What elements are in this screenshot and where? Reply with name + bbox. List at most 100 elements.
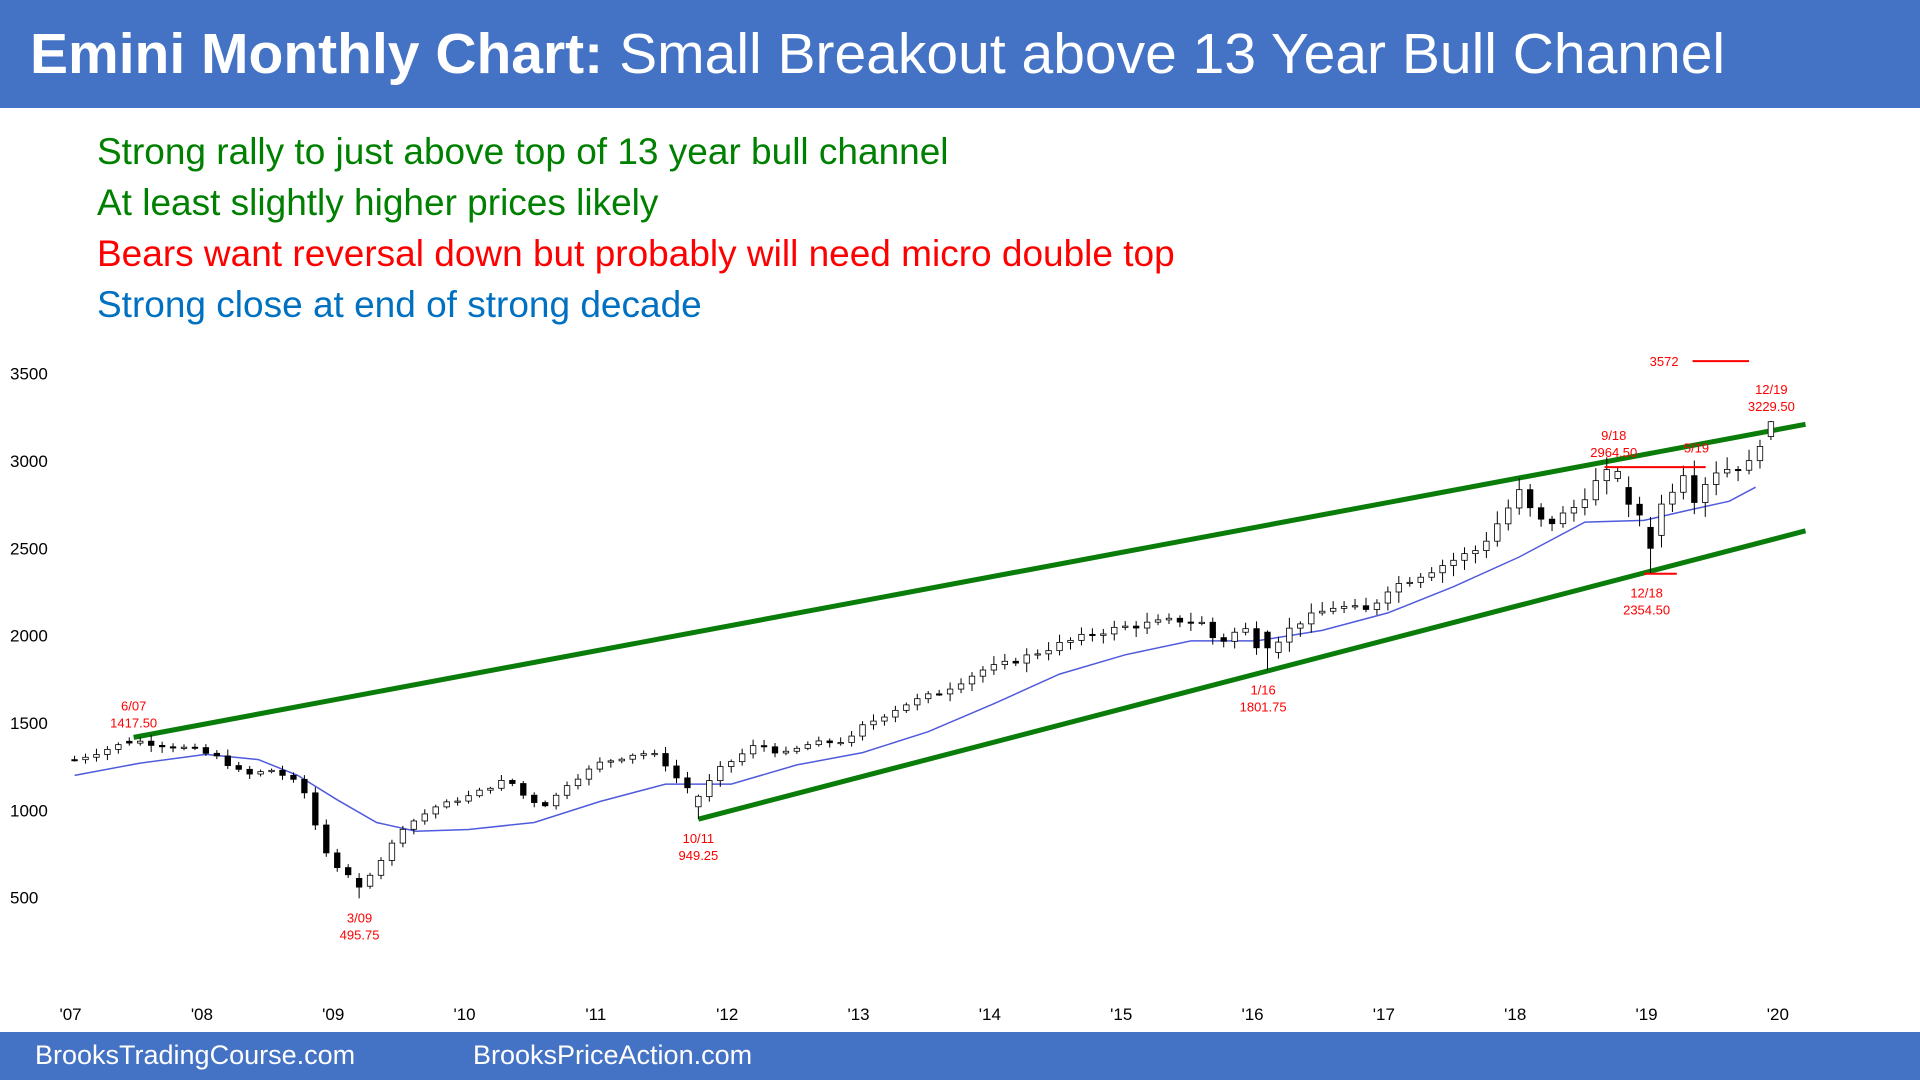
candle-body xyxy=(1231,631,1238,642)
axis-layer: 500 1000 1500 2000 2500 3000 3500 '07 '08 '09 '10 '… xyxy=(10,365,1789,1024)
candle xyxy=(202,744,210,756)
candle xyxy=(706,774,713,802)
x-tick-label: '12 xyxy=(716,1005,738,1024)
candle xyxy=(257,769,264,777)
candle-body xyxy=(1220,637,1227,642)
candle xyxy=(892,705,899,723)
y-tick-label: 500 xyxy=(10,889,38,908)
candle-body xyxy=(1176,617,1184,623)
candle-body xyxy=(957,683,965,690)
candle xyxy=(728,759,735,773)
candle-body xyxy=(257,771,264,775)
candle xyxy=(465,790,472,804)
footer-site-right: BrooksPriceAction.com xyxy=(473,1040,753,1070)
candle-body xyxy=(1001,660,1008,666)
candle xyxy=(782,746,790,756)
candle-body xyxy=(1658,503,1665,536)
candle xyxy=(1023,648,1030,673)
x-tick-label: '16 xyxy=(1241,1005,1263,1024)
candle xyxy=(1220,633,1227,648)
candle-body xyxy=(1483,540,1490,551)
candle xyxy=(1275,636,1282,659)
candle-body xyxy=(1078,633,1085,641)
candle-body xyxy=(892,709,899,718)
candle xyxy=(410,818,417,835)
candle xyxy=(115,742,122,754)
candle-body xyxy=(1165,617,1173,621)
candle xyxy=(837,737,844,746)
candle-body xyxy=(432,806,439,815)
candle xyxy=(498,774,505,791)
candle xyxy=(1067,637,1074,650)
candle xyxy=(1122,621,1129,631)
candle-body xyxy=(925,693,932,700)
candle-body xyxy=(82,756,89,761)
candle xyxy=(1734,466,1742,482)
candle-body xyxy=(1406,581,1413,584)
candle-body xyxy=(1395,583,1402,593)
candle xyxy=(1056,634,1063,656)
candle xyxy=(640,750,647,760)
candle xyxy=(1319,602,1326,616)
x-tick-label: '20 xyxy=(1767,1005,1789,1024)
candle xyxy=(1570,499,1578,522)
candle-body xyxy=(235,765,242,770)
candle-body xyxy=(596,761,604,770)
candle-body xyxy=(115,744,122,750)
candle xyxy=(946,682,954,702)
candle xyxy=(388,839,396,866)
candle xyxy=(82,753,89,764)
candle-body xyxy=(782,750,790,754)
candle xyxy=(180,744,188,751)
title-bar: Emini Monthly Chart: Small Breakout abov… xyxy=(0,0,1920,108)
annotation-date: 5/19 xyxy=(1684,441,1709,456)
title-subtitle: Small Breakout above 13 Year Bull Channe… xyxy=(619,22,1726,86)
annotation-price: 495.75 xyxy=(340,927,380,942)
candle-body xyxy=(1439,565,1446,574)
candle-body xyxy=(246,768,253,775)
candle xyxy=(1242,622,1249,636)
candle-body xyxy=(334,852,341,868)
candle-body xyxy=(465,795,472,802)
candle xyxy=(235,761,242,773)
candle-body xyxy=(1647,526,1654,549)
candle xyxy=(1286,617,1293,652)
candle xyxy=(815,736,822,747)
candle xyxy=(574,774,582,790)
annotation-date: 12/19 xyxy=(1755,382,1788,397)
candle xyxy=(1297,621,1304,637)
candle-body xyxy=(1505,507,1512,525)
candle-body xyxy=(1516,489,1523,509)
candle-body xyxy=(728,761,735,767)
candle-body xyxy=(1461,553,1468,561)
candle xyxy=(1133,621,1140,638)
candle xyxy=(629,753,636,764)
candle-body xyxy=(1691,475,1698,503)
candle-body xyxy=(717,766,724,781)
candle xyxy=(345,864,352,879)
candle-body xyxy=(793,747,801,752)
candle xyxy=(1384,586,1392,611)
candle xyxy=(355,873,363,899)
candle xyxy=(93,748,100,762)
candle-body xyxy=(345,867,352,876)
candle-body xyxy=(881,716,888,722)
candle xyxy=(1658,494,1665,548)
candle xyxy=(191,743,199,751)
annotation-date: 1/16 xyxy=(1250,682,1275,697)
candle xyxy=(695,794,702,820)
candle xyxy=(1472,545,1479,564)
x-tick-label: '18 xyxy=(1504,1005,1526,1024)
candle-body xyxy=(377,860,385,876)
candle-body xyxy=(1713,472,1720,485)
candle-body xyxy=(1297,623,1304,629)
candle xyxy=(881,714,888,726)
candle-body xyxy=(1745,460,1753,471)
candle-body xyxy=(1537,507,1545,520)
candle-body xyxy=(1614,471,1621,479)
candle xyxy=(1111,620,1118,641)
candle-body xyxy=(323,824,330,854)
candle-body xyxy=(268,769,275,773)
candle xyxy=(432,804,439,819)
candles-layer xyxy=(71,420,1775,899)
